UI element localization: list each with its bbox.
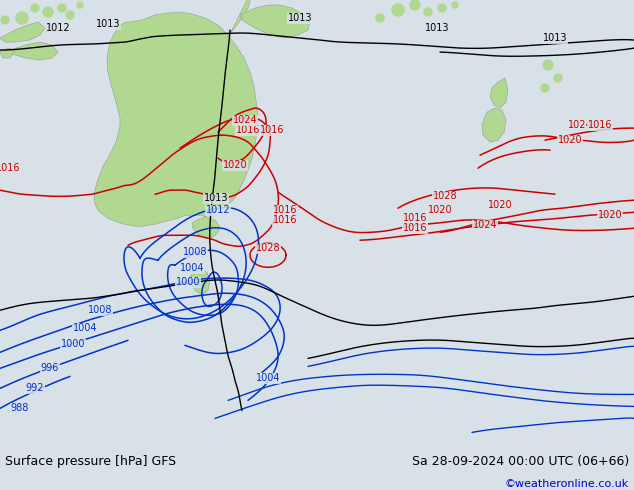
Text: 1000: 1000 — [176, 277, 200, 287]
Circle shape — [58, 4, 66, 12]
Polygon shape — [490, 78, 508, 108]
Circle shape — [543, 60, 553, 70]
Circle shape — [438, 4, 446, 12]
Text: 1016: 1016 — [403, 223, 427, 233]
Text: 1004: 1004 — [256, 373, 280, 383]
Text: 1016: 1016 — [588, 120, 612, 130]
Text: 1016: 1016 — [273, 205, 297, 215]
Text: 1020: 1020 — [598, 210, 623, 220]
Circle shape — [554, 74, 562, 82]
Circle shape — [1, 16, 9, 24]
Text: 1004: 1004 — [180, 263, 204, 273]
Text: 1020: 1020 — [488, 200, 512, 210]
Text: 1020: 1020 — [223, 160, 247, 170]
Text: 1016: 1016 — [260, 125, 284, 135]
Text: 1013: 1013 — [425, 23, 450, 33]
Polygon shape — [190, 268, 210, 295]
Text: 1008: 1008 — [183, 247, 207, 257]
Text: 1008: 1008 — [87, 305, 112, 315]
Text: 1024: 1024 — [473, 220, 497, 230]
Circle shape — [43, 7, 53, 17]
Circle shape — [77, 2, 83, 8]
Text: 1013: 1013 — [96, 19, 120, 29]
Text: 1013: 1013 — [288, 13, 313, 23]
Text: 1012: 1012 — [46, 23, 70, 33]
Text: 1013: 1013 — [204, 193, 228, 203]
Circle shape — [66, 11, 74, 19]
Polygon shape — [482, 108, 506, 142]
Circle shape — [424, 8, 432, 16]
Circle shape — [392, 4, 404, 16]
Circle shape — [452, 2, 458, 8]
Text: 1000: 1000 — [61, 340, 85, 349]
Polygon shape — [0, 48, 15, 58]
Text: 1028: 1028 — [432, 191, 457, 201]
Circle shape — [376, 14, 384, 22]
Circle shape — [31, 4, 39, 12]
Text: 1016: 1016 — [236, 125, 260, 135]
Circle shape — [410, 0, 420, 10]
Text: Sa 28-09-2024 00:00 UTC (06+66): Sa 28-09-2024 00:00 UTC (06+66) — [411, 455, 629, 467]
Circle shape — [541, 84, 549, 92]
Text: 1024: 1024 — [567, 120, 592, 130]
Text: 1028: 1028 — [256, 243, 280, 253]
Circle shape — [16, 12, 28, 24]
Text: 996: 996 — [41, 364, 59, 373]
Text: 1024: 1024 — [233, 115, 257, 125]
Polygon shape — [240, 5, 310, 38]
Text: 988: 988 — [11, 403, 29, 414]
Text: 1016: 1016 — [273, 215, 297, 225]
Text: 1013: 1013 — [543, 33, 567, 43]
Polygon shape — [0, 22, 45, 42]
Text: 1020: 1020 — [428, 205, 452, 215]
Text: 1016: 1016 — [0, 163, 20, 173]
Text: 992: 992 — [26, 383, 44, 393]
Polygon shape — [228, 0, 250, 35]
Text: 1012: 1012 — [205, 205, 230, 215]
Text: 1004: 1004 — [73, 323, 97, 333]
Text: 1020: 1020 — [558, 135, 582, 145]
Polygon shape — [94, 12, 258, 238]
Text: ©weatheronline.co.uk: ©weatheronline.co.uk — [505, 479, 629, 490]
Text: Surface pressure [hPa] GFS: Surface pressure [hPa] GFS — [5, 455, 176, 467]
Text: 1016: 1016 — [403, 213, 427, 223]
Polygon shape — [10, 42, 58, 60]
